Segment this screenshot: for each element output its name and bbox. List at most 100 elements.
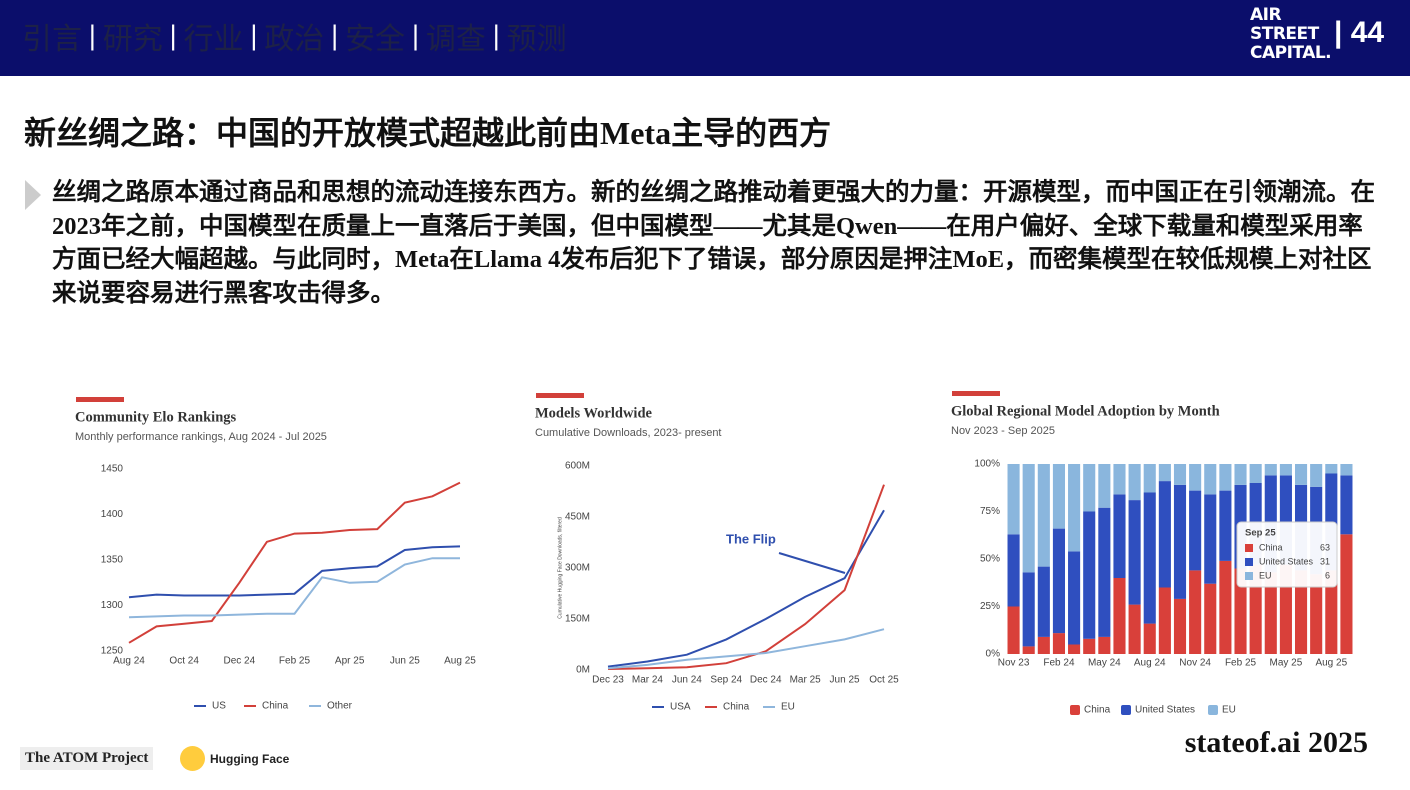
x-tick-label: Nov 24 [1179, 658, 1211, 669]
brand: stateof.ai 2025 [1184, 726, 1368, 759]
page-number-text: 44 [1350, 16, 1385, 49]
bar-segment [1189, 464, 1202, 491]
legend-label: China [262, 701, 289, 712]
source-hf-text: Hugging Face [210, 751, 290, 766]
nav-item[interactable]: 预测 [506, 22, 567, 57]
legend-swatch [1121, 705, 1131, 715]
nav-item[interactable]: 行业 [183, 22, 244, 57]
tooltip-label: United States [1259, 556, 1314, 566]
nav-item[interactable]: 政治 [264, 22, 325, 57]
y-tick-label: 25% [980, 601, 1000, 612]
bar-segment [1158, 481, 1171, 588]
bar-segment [1128, 500, 1141, 605]
y-tick-label: 450M [565, 512, 590, 523]
slide-title: 新丝绸之路：中国的开放模式超越此前由Meta主导的西方 [24, 115, 832, 151]
nav: 引言 | 研究 | 行业 | 政治 | 安全 | 调查 | 预测 [22, 14, 567, 58]
tooltip-value: 63 [1320, 542, 1330, 552]
bar-segment [1007, 464, 1020, 535]
x-tick-label: Sep 24 [710, 675, 742, 686]
bar-segment [1068, 551, 1081, 645]
bar-segment [1128, 464, 1141, 501]
y-tick-label: 1300 [101, 600, 124, 611]
x-tick-label: Feb 25 [279, 656, 311, 667]
y-tick-label: 600M [565, 461, 590, 472]
series-line [607, 509, 885, 668]
chart-title: Community Elo Rankings [75, 409, 237, 425]
series-line [128, 557, 460, 619]
legend-label: Other [327, 701, 353, 712]
x-tick-label: Mar 25 [790, 675, 822, 686]
tooltip-swatch [1245, 558, 1253, 566]
tooltip-title: Sep 25 [1245, 528, 1276, 539]
nav-item[interactable]: 引言 [22, 22, 82, 57]
body-text: 丝绸之路原本通过商品和思想的流动连接东西方。新的丝绸之路推动着更强大的力量：开源… [52, 179, 1375, 307]
bar-segment [1052, 633, 1066, 654]
x-tick-label: Apr 25 [335, 656, 365, 667]
chart-subtitle: Monthly performance rankings, Aug 2024 -… [75, 431, 327, 443]
tooltip-box [1236, 521, 1338, 588]
header-bar: 引言 | 研究 | 行业 | 政治 | 安全 | 调查 | 预测 AIR STREET CAPITAL.… [0, 0, 1410, 76]
x-tick-label: Feb 25 [1225, 658, 1257, 669]
logo-line: AIR [1250, 5, 1282, 25]
legend-swatch [1208, 705, 1218, 715]
x-tick-label: Oct 25 [869, 675, 899, 686]
x-tick-label: Dec 24 [750, 675, 782, 686]
tooltip-label: China [1259, 542, 1283, 552]
bar-segment [1325, 464, 1338, 474]
legend-label: EU [781, 702, 795, 713]
bar-segment [1113, 578, 1126, 654]
bar-segment [1007, 606, 1020, 654]
bar-segment [1173, 464, 1187, 485]
nav-item[interactable]: 研究 [102, 22, 163, 57]
bar-segment [1158, 464, 1171, 482]
bar-segment [1173, 598, 1187, 654]
tooltip-value: 31 [1320, 556, 1330, 566]
bar-segment [1128, 604, 1141, 654]
tooltip-value: 6 [1325, 570, 1330, 580]
y-axis-label: Cumulative Hugging Face Downloads, filte… [557, 517, 563, 619]
accent-bar [76, 397, 124, 402]
source-hf: Hugging Face [180, 746, 289, 771]
bar-segment [1340, 475, 1353, 535]
bar-segment [1340, 534, 1353, 654]
bar-segment [1113, 464, 1126, 495]
tooltip-swatch [1245, 544, 1253, 552]
x-tick-label: Dec 23 [592, 675, 624, 686]
bar-segment [1204, 464, 1217, 495]
bar-segment [1143, 623, 1156, 654]
page-number: | 44 [1334, 16, 1384, 50]
nav-separator: | [168, 21, 178, 51]
bar-segment [1007, 534, 1020, 607]
bullet-arrow [25, 180, 41, 210]
legend-label: China [1084, 705, 1111, 716]
bar-segment [1083, 638, 1096, 654]
bar-segment [1037, 566, 1050, 637]
y-tick-label: 0% [986, 649, 1001, 660]
bar-segment [1022, 572, 1035, 647]
x-tick-label: Dec 24 [223, 656, 255, 667]
bar-segment [1098, 464, 1111, 508]
y-tick-label: 1250 [101, 646, 124, 657]
tooltip-swatch [1245, 572, 1253, 580]
bar-segment [1325, 570, 1338, 654]
bar-segment [1340, 464, 1353, 476]
bar-segment [1204, 583, 1217, 654]
bar-segment [1052, 528, 1066, 634]
nav-item[interactable]: 调查 [425, 22, 486, 57]
tooltip-label: EU [1259, 570, 1272, 580]
nav-item[interactable]: 安全 [345, 22, 406, 57]
bar-segment [1173, 484, 1187, 599]
bar-segment [1294, 464, 1308, 485]
legend-label: United States [1135, 705, 1195, 716]
bar-segment [1098, 636, 1111, 654]
bar-segment [1158, 587, 1171, 654]
nav-separator: | [491, 21, 501, 51]
bar-segment [1022, 464, 1035, 573]
separator: | [1334, 16, 1343, 49]
x-tick-label: Jun 25 [390, 656, 420, 667]
legend-swatch [1070, 705, 1080, 715]
series-line [607, 628, 885, 670]
y-tick-label: 150M [565, 614, 590, 625]
x-tick-label: Aug 25 [1315, 658, 1347, 669]
x-tick-label: Feb 24 [1043, 658, 1075, 669]
